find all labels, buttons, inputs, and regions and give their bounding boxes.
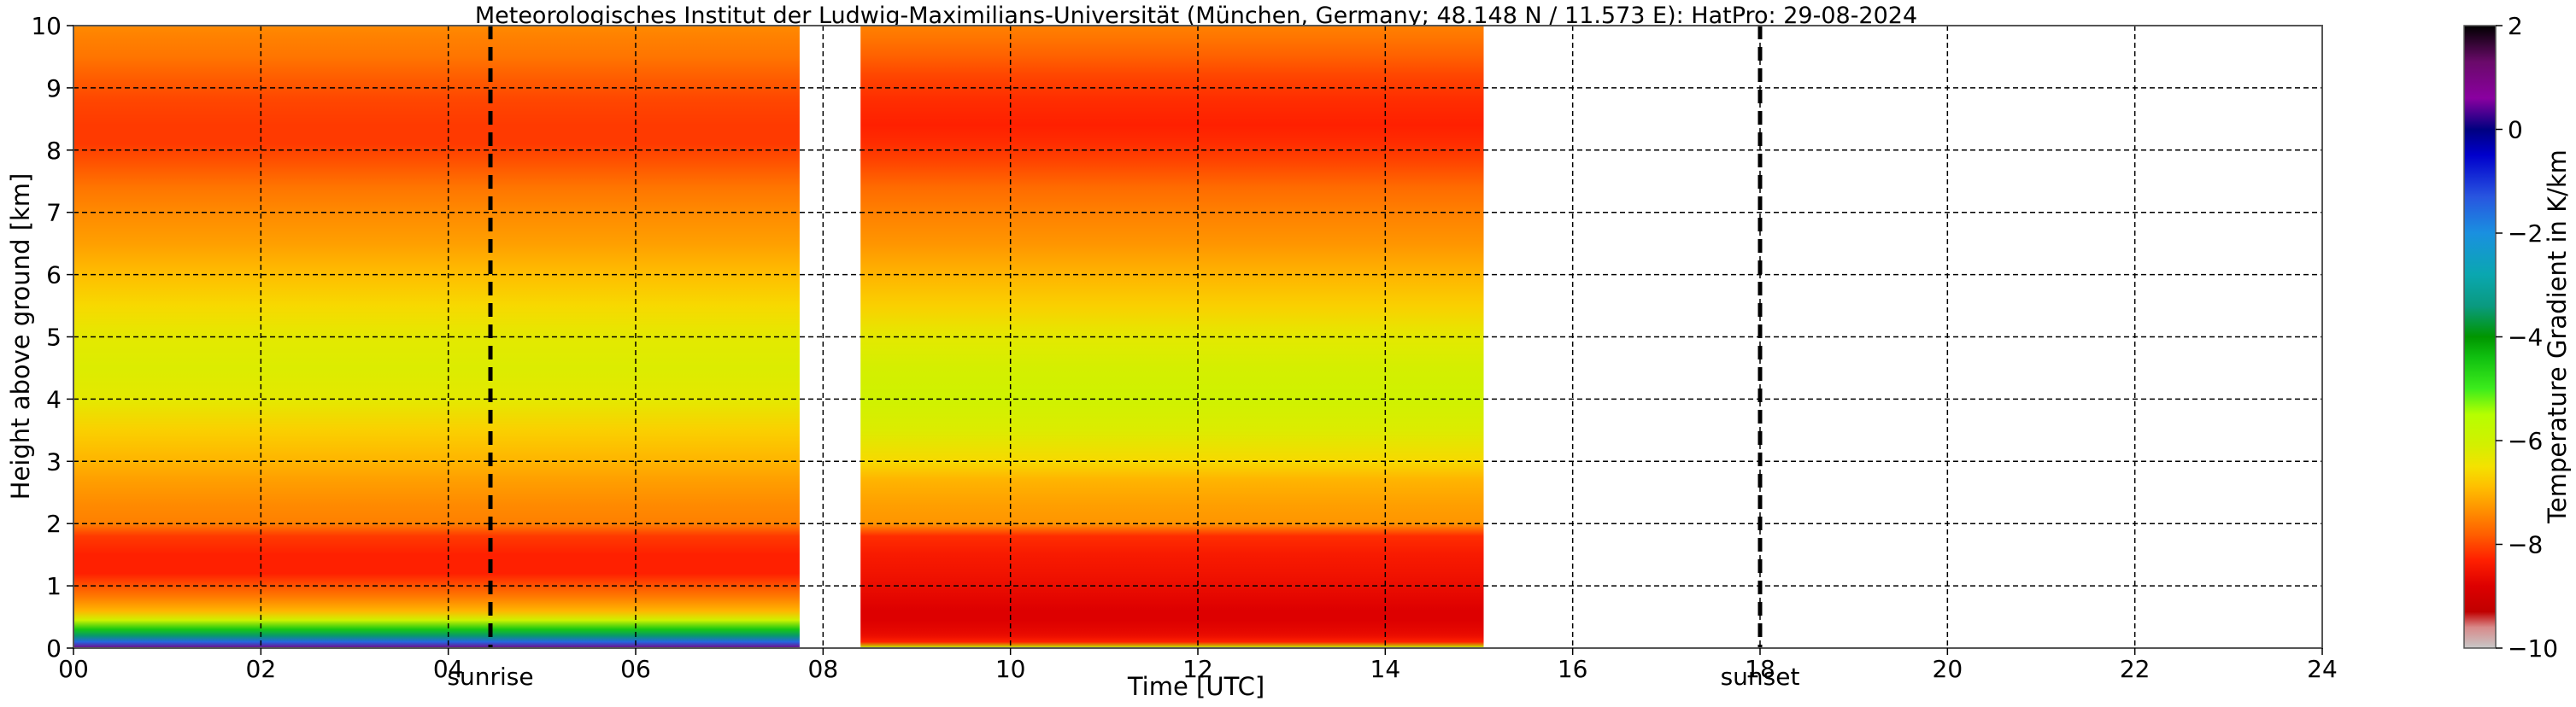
y-tick-label: 4: [46, 385, 62, 413]
y-tick-label: 3: [46, 447, 62, 476]
x-tick-label: 20: [1933, 655, 1963, 683]
x-tick-label: 02: [246, 655, 277, 683]
colorbar-tick-label: −2: [2508, 219, 2543, 248]
x-tick-label: 00: [58, 655, 89, 683]
x-tick-label: 10: [995, 655, 1026, 683]
x-tick-label: 14: [1370, 655, 1401, 683]
x-axis: 00 02 04 06 08 10 12 14 16 18 20 22 24: [58, 648, 2338, 683]
y-axis-label: Height above ground [km]: [6, 173, 35, 500]
x-tick-label: 08: [808, 655, 839, 683]
x-tick-label: 16: [1558, 655, 1588, 683]
colorbar-tick-label: 0: [2508, 116, 2523, 144]
colorbar-tick-label: −8: [2508, 531, 2543, 559]
colorbar-tick-label: −6: [2508, 427, 2543, 455]
event-layer: sunrise sunset: [447, 26, 1799, 691]
sunrise-label: sunrise: [447, 663, 533, 691]
x-axis-label: Time [UTC]: [1127, 672, 1265, 701]
x-tick-label: 06: [620, 655, 651, 683]
colorbar-tick-label: −10: [2508, 634, 2558, 663]
sunset-label: sunset: [1721, 663, 1800, 691]
y-tick-label: 1: [46, 572, 62, 600]
y-tick-label: 8: [46, 137, 62, 165]
x-tick-label: 22: [2120, 655, 2151, 683]
colorbar-label: Temperature Gradient in K/km: [2543, 149, 2572, 524]
y-tick-label: 10: [31, 12, 62, 40]
grid-layer: [73, 26, 2322, 648]
y-tick-label: 0: [46, 634, 62, 663]
x-tick-label: 04: [433, 655, 464, 683]
y-axis: 0 1 2 3 4 5 6 7 8 9 10: [31, 12, 73, 663]
colorbar-tick-label: 2: [2508, 12, 2523, 40]
y-tick-label: 9: [46, 74, 62, 102]
y-tick-label: 2: [46, 510, 62, 538]
y-tick-label: 5: [46, 324, 62, 352]
x-tick-label: 24: [2307, 655, 2338, 683]
x-tick-label: 12: [1182, 655, 1213, 683]
colorbar: 2 0 −2 −4 −6 −8 −10: [2463, 12, 2558, 663]
y-tick-label: 7: [46, 199, 62, 227]
colorbar-gradient: [2463, 25, 2497, 649]
y-tick-label: 6: [46, 261, 62, 289]
chart-title: Meteorologisches Institut der Ludwig-Max…: [475, 3, 1917, 29]
colorbar-tick-label: −4: [2508, 324, 2543, 352]
x-tick-label: 18: [1745, 655, 1775, 683]
